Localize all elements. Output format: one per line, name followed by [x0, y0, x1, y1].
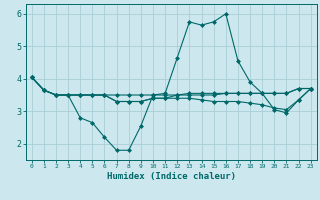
X-axis label: Humidex (Indice chaleur): Humidex (Indice chaleur): [107, 172, 236, 181]
